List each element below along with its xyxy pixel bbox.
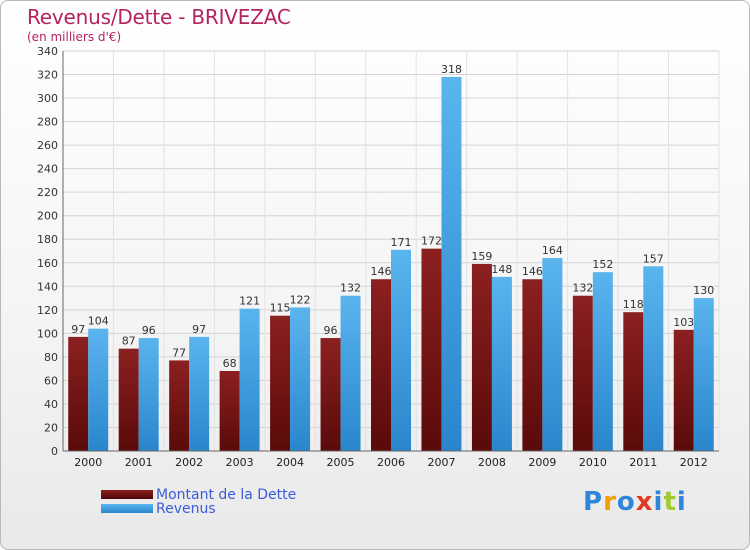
bar-dette bbox=[421, 248, 442, 451]
x-tick-label: 2007 bbox=[427, 456, 455, 469]
data-label: 130 bbox=[693, 284, 714, 297]
data-label: 122 bbox=[290, 293, 311, 306]
data-label: 121 bbox=[239, 295, 260, 308]
y-tick-label: 60 bbox=[44, 374, 58, 387]
data-label: 104 bbox=[88, 315, 109, 328]
y-tick-label: 300 bbox=[37, 92, 58, 105]
bar-revenus bbox=[391, 249, 411, 451]
x-tick-label: 2012 bbox=[680, 456, 708, 469]
bar-revenus bbox=[693, 298, 714, 451]
bar-revenus bbox=[441, 76, 462, 451]
data-label: 103 bbox=[673, 316, 694, 329]
x-tick-label: 2003 bbox=[226, 456, 254, 469]
logo-letter: P bbox=[583, 487, 604, 517]
x-tick-label: 2004 bbox=[276, 456, 304, 469]
bar-dette bbox=[572, 295, 593, 451]
y-tick-label: 100 bbox=[37, 327, 58, 340]
data-label: 152 bbox=[592, 258, 613, 271]
bar-dette bbox=[169, 360, 190, 451]
bar-revenus bbox=[592, 272, 613, 451]
x-tick-label: 2009 bbox=[528, 456, 556, 469]
data-label: 96 bbox=[142, 324, 156, 337]
bar-dette bbox=[471, 263, 492, 451]
data-label: 172 bbox=[421, 235, 442, 248]
proxiti-logo: Proxiti bbox=[583, 487, 687, 517]
y-tick-label: 180 bbox=[37, 233, 58, 246]
data-label: 97 bbox=[192, 323, 206, 336]
bar-revenus bbox=[542, 258, 563, 451]
y-tick-label: 140 bbox=[37, 280, 58, 293]
data-label: 132 bbox=[572, 282, 593, 295]
bar-revenus bbox=[340, 295, 361, 451]
data-label: 164 bbox=[542, 244, 563, 257]
legend-swatch-dette bbox=[101, 490, 153, 499]
bar-dette bbox=[320, 338, 341, 451]
logo-letter: i bbox=[676, 487, 687, 517]
data-label: 146 bbox=[371, 265, 392, 278]
bar-dette bbox=[219, 371, 240, 451]
data-label: 159 bbox=[471, 250, 492, 263]
logo-letter: x bbox=[635, 487, 654, 517]
y-tick-label: 80 bbox=[44, 351, 58, 364]
data-label: 87 bbox=[122, 335, 136, 348]
legend-swatch-revenus bbox=[101, 504, 153, 513]
logo-letter: i bbox=[653, 487, 664, 517]
y-tick-label: 200 bbox=[37, 210, 58, 223]
x-tick-label: 2001 bbox=[125, 456, 153, 469]
data-label: 132 bbox=[340, 282, 361, 295]
bar-dette bbox=[371, 279, 391, 451]
y-tick-label: 320 bbox=[37, 69, 58, 82]
x-tick-label: 2002 bbox=[175, 456, 203, 469]
data-label: 171 bbox=[391, 236, 412, 249]
logo-letter: o bbox=[616, 487, 636, 517]
logo-letter: t bbox=[663, 487, 677, 517]
y-tick-label: 220 bbox=[37, 186, 58, 199]
y-tick-label: 240 bbox=[37, 163, 58, 176]
y-tick-label: 0 bbox=[51, 445, 58, 458]
data-label: 68 bbox=[223, 357, 237, 370]
bar-dette bbox=[673, 329, 694, 451]
x-tick-label: 2010 bbox=[579, 456, 607, 469]
data-label: 77 bbox=[172, 346, 186, 359]
y-tick-label: 280 bbox=[37, 116, 58, 129]
bar-revenus bbox=[290, 307, 311, 451]
bar-revenus bbox=[189, 336, 210, 451]
bar-dette bbox=[68, 336, 89, 451]
y-tick-label: 260 bbox=[37, 139, 58, 152]
x-tick-label: 2005 bbox=[327, 456, 355, 469]
data-label: 96 bbox=[324, 324, 338, 337]
logo-letter: r bbox=[603, 487, 617, 517]
x-tick-label: 2011 bbox=[629, 456, 657, 469]
data-label: 157 bbox=[643, 252, 664, 265]
data-label: 318 bbox=[441, 63, 462, 76]
y-tick-label: 160 bbox=[37, 257, 58, 270]
y-tick-label: 340 bbox=[37, 45, 58, 58]
chart-subtitle: (en milliers d'€) bbox=[27, 30, 122, 44]
bar-dette bbox=[522, 279, 543, 451]
chart-title: Revenus/Dette - BRIVEZAC bbox=[27, 5, 291, 29]
x-tick-label: 2000 bbox=[74, 456, 102, 469]
data-label: 118 bbox=[623, 298, 644, 311]
bar-revenus bbox=[88, 328, 109, 451]
bar-dette bbox=[118, 348, 139, 451]
bar-revenus bbox=[239, 308, 260, 451]
x-tick-label: 2006 bbox=[377, 456, 405, 469]
y-tick-label: 40 bbox=[44, 398, 58, 411]
bar-revenus bbox=[138, 338, 159, 451]
data-label: 115 bbox=[270, 302, 291, 315]
bar-dette bbox=[270, 315, 291, 451]
x-tick-label: 2008 bbox=[478, 456, 506, 469]
bar-revenus bbox=[643, 266, 664, 451]
bar-dette bbox=[623, 312, 644, 451]
y-tick-label: 20 bbox=[44, 421, 58, 434]
legend-label-dette: Montant de la Dette bbox=[156, 487, 297, 503]
data-label: 146 bbox=[522, 265, 543, 278]
y-tick-label: 120 bbox=[37, 304, 58, 317]
data-label: 97 bbox=[71, 323, 85, 336]
data-label: 148 bbox=[491, 263, 512, 276]
bar-revenus bbox=[491, 276, 512, 451]
legend-label-revenus: Revenus bbox=[156, 501, 216, 517]
